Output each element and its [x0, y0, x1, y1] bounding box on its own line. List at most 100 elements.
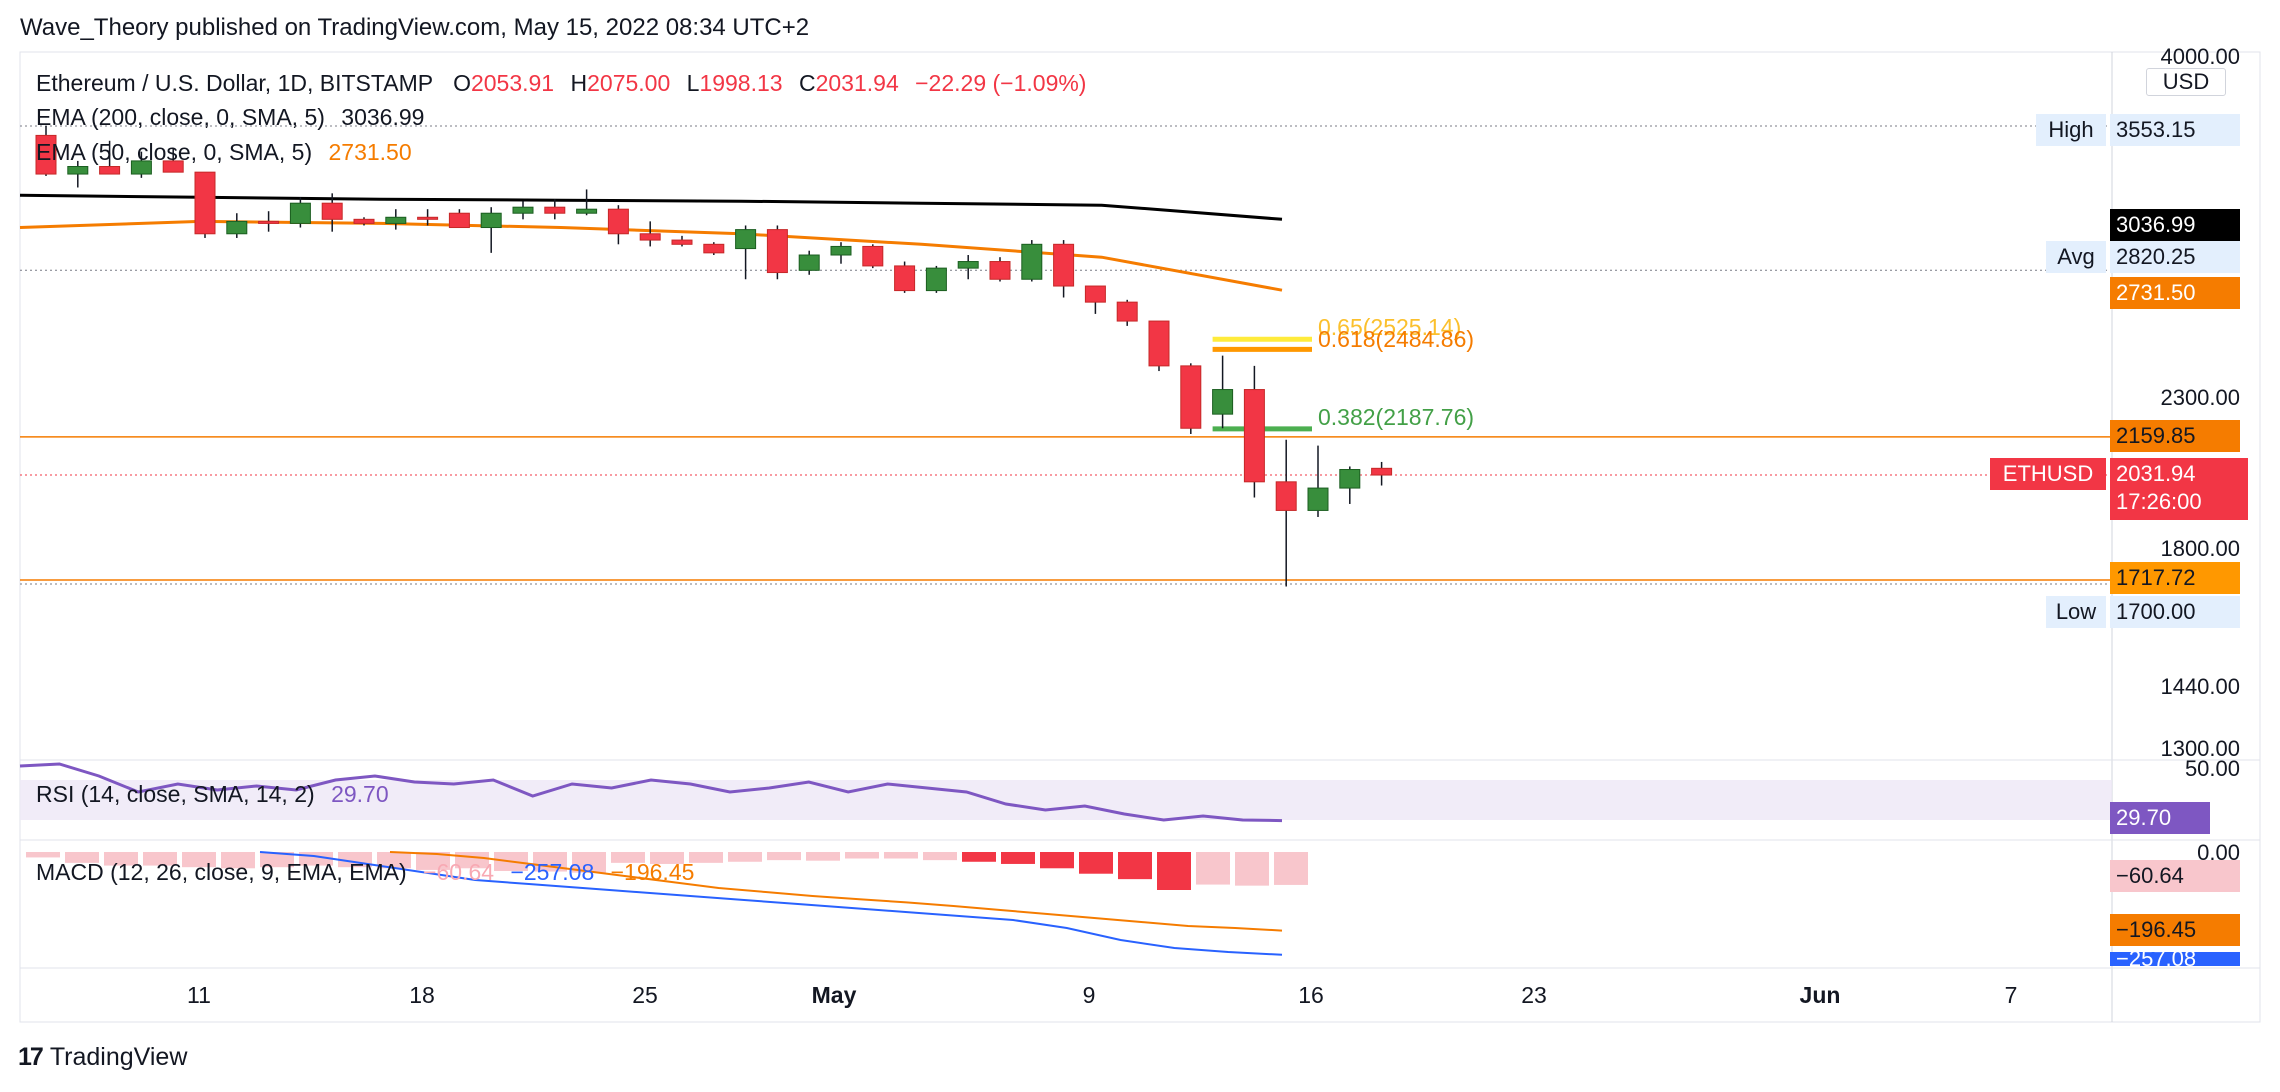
candle-body: [417, 216, 439, 220]
macd-histogram-bar: [221, 852, 255, 869]
candle-body: [1243, 389, 1265, 483]
macd-line-tag: −257.08: [2110, 952, 2240, 966]
price-tick-1300: 1300.00: [2160, 736, 2240, 761]
price-tick-2300: 2300.00: [2160, 385, 2240, 410]
candle-body: [766, 229, 788, 274]
symbol-legend: Ethereum / U.S. Dollar, 1D, BITSTAMP O20…: [36, 70, 1086, 97]
support-price-tag: 1717.72: [2110, 562, 2240, 594]
candle-body: [894, 265, 916, 292]
time-label-may: May: [811, 982, 857, 1008]
high-label: H: [570, 70, 588, 96]
fib-0382-label: 0.382(2187.76): [1318, 404, 1475, 430]
candle-body: [35, 134, 57, 175]
change-value: −22.29 (−1.09%): [915, 70, 1087, 96]
close-value: 2031.94: [815, 70, 899, 96]
ema50-legend[interactable]: EMA (50, close, 0, SMA, 5) 2731.50: [36, 139, 412, 166]
macd-histogram-bar: [1118, 852, 1152, 880]
symbol-price-tag: ETHUSD: [1990, 458, 2106, 490]
macd-histogram-bar: [572, 852, 606, 873]
rsi-line: [19, 762, 1283, 823]
high-stat-value: 3553.15: [2110, 114, 2240, 146]
candle-body: [258, 220, 280, 224]
macd-histogram-bar: [962, 852, 996, 862]
candle-body: [1148, 320, 1170, 367]
macd-histogram-bar: [182, 852, 216, 868]
candle-body: [671, 239, 693, 245]
macd-histogram-bar: [65, 852, 99, 863]
macd-signal-value: −196.45: [610, 859, 695, 885]
candle-body: [957, 261, 979, 269]
candle-body: [99, 166, 121, 175]
avg-stat-label: Avg: [2046, 241, 2106, 273]
macd-histogram-bar: [1040, 852, 1074, 869]
macd-histogram-bar: [650, 852, 684, 864]
candle-body: [67, 166, 89, 175]
candle-body: [130, 160, 152, 175]
tradingview-logo[interactable]: 17 TradingView: [18, 1043, 187, 1072]
ema50-value: 2731.50: [328, 139, 412, 165]
candle-countdown: 17:26:00: [2116, 489, 2202, 514]
candle-body: [448, 212, 470, 229]
macd-histogram-bar: [104, 852, 138, 866]
ema50-price-tag: 2731.50: [2110, 277, 2240, 309]
candle-body: [830, 245, 852, 256]
candle-body: [1053, 243, 1075, 287]
macd-legend[interactable]: MACD (12, 26, close, 9, EMA, EMA) −60.64…: [36, 859, 694, 886]
candle-body: [512, 206, 534, 214]
candle-body: [1116, 301, 1138, 322]
macd-signal-line: [389, 851, 1283, 932]
macd-histogram-bar: [845, 852, 879, 859]
rsi-legend[interactable]: RSI (14, close, SMA, 14, 2) 29.70: [36, 781, 389, 808]
tradingview-logo-icon: 17: [18, 1043, 44, 1071]
ema200-legend[interactable]: EMA (200, close, 0, SMA, 5) 3036.99: [36, 104, 424, 131]
ema200-price-tag: 3036.99: [2110, 209, 2240, 241]
macd-histogram-bar: [26, 852, 60, 858]
candle-body: [162, 160, 184, 173]
candle-body: [1212, 389, 1234, 415]
price-tick-1800: 1800.00: [2160, 536, 2240, 561]
currency-label[interactable]: USD: [2146, 68, 2226, 96]
fib-0618-label: 0.618(2484.86): [1318, 326, 1475, 352]
time-label-11: 11: [187, 982, 211, 1008]
macd-histogram-bar: [689, 852, 723, 863]
attribution-header: Wave_Theory published on TradingView.com…: [20, 14, 810, 41]
open-value: 2053.91: [470, 70, 555, 96]
candle-body: [989, 261, 1011, 280]
time-label-16: 16: [1298, 982, 1324, 1008]
macd-histogram-bar: [728, 852, 762, 862]
candle-body: [703, 243, 725, 254]
ema50-label: EMA (50, close, 0, SMA, 5): [36, 139, 313, 165]
time-label-jun: Jun: [1799, 982, 1841, 1008]
macd-line: [259, 851, 1283, 956]
candle-body: [480, 212, 502, 229]
price-tick-4000: 4000.00: [2160, 44, 2240, 69]
rsi-label: RSI (14, close, SMA, 14, 2): [36, 781, 315, 807]
macd-histogram-bar: [611, 852, 645, 863]
macd-hist-value: −60.64: [423, 859, 495, 885]
candle-body: [321, 202, 343, 220]
low-value: 1998.13: [699, 70, 783, 96]
symbol-title[interactable]: Ethereum / U.S. Dollar, 1D, BITSTAMP: [36, 70, 433, 96]
macd-histogram-bar: [884, 852, 918, 859]
macd-hist-tag: −60.64: [2110, 860, 2240, 892]
chart-frame: [19, 51, 2261, 1023]
high-stat-label: High: [2036, 114, 2106, 146]
ema200-value: 3036.99: [341, 104, 425, 130]
candle-body: [226, 220, 248, 235]
candle-body: [1021, 243, 1043, 280]
macd-signal-tag: −196.45: [2110, 914, 2240, 946]
macd-histogram-bar: [143, 852, 177, 866]
candle-body: [1307, 487, 1329, 511]
price-tick-1440: 1440.00: [2160, 674, 2240, 699]
candle-body: [1275, 481, 1297, 511]
macd-histogram-bar: [1235, 852, 1269, 886]
candle-body: [862, 245, 884, 267]
candle-body: [353, 218, 375, 224]
macd-histogram-bar: [767, 852, 801, 861]
low-label: L: [686, 70, 700, 96]
macd-histogram-bar: [377, 852, 411, 869]
rsi-value-tag: 29.70: [2110, 802, 2210, 834]
fib-065-label: 0.65(2525.14): [1318, 314, 1462, 340]
